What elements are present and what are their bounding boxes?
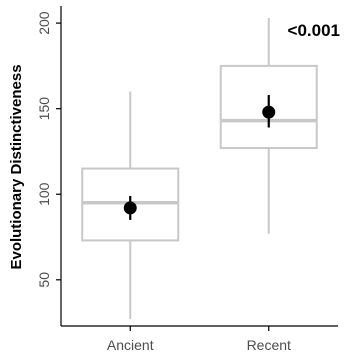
y-tick-label: 100 — [36, 182, 52, 206]
y-tick-label: 200 — [36, 11, 52, 35]
mean-point — [123, 201, 137, 215]
box-ancient — [81, 91, 180, 320]
y-axis-label: Evolutionary Distinctiveness — [8, 64, 25, 269]
y-tick-label: 150 — [36, 97, 52, 121]
p-value-annotation: <0.001 — [288, 21, 340, 40]
x-tick-label: Ancient — [107, 337, 154, 353]
mean-point — [262, 105, 276, 119]
y-tick-label: 50 — [36, 272, 52, 288]
box-recent — [219, 17, 318, 234]
x-tick-label: Recent — [247, 337, 291, 353]
